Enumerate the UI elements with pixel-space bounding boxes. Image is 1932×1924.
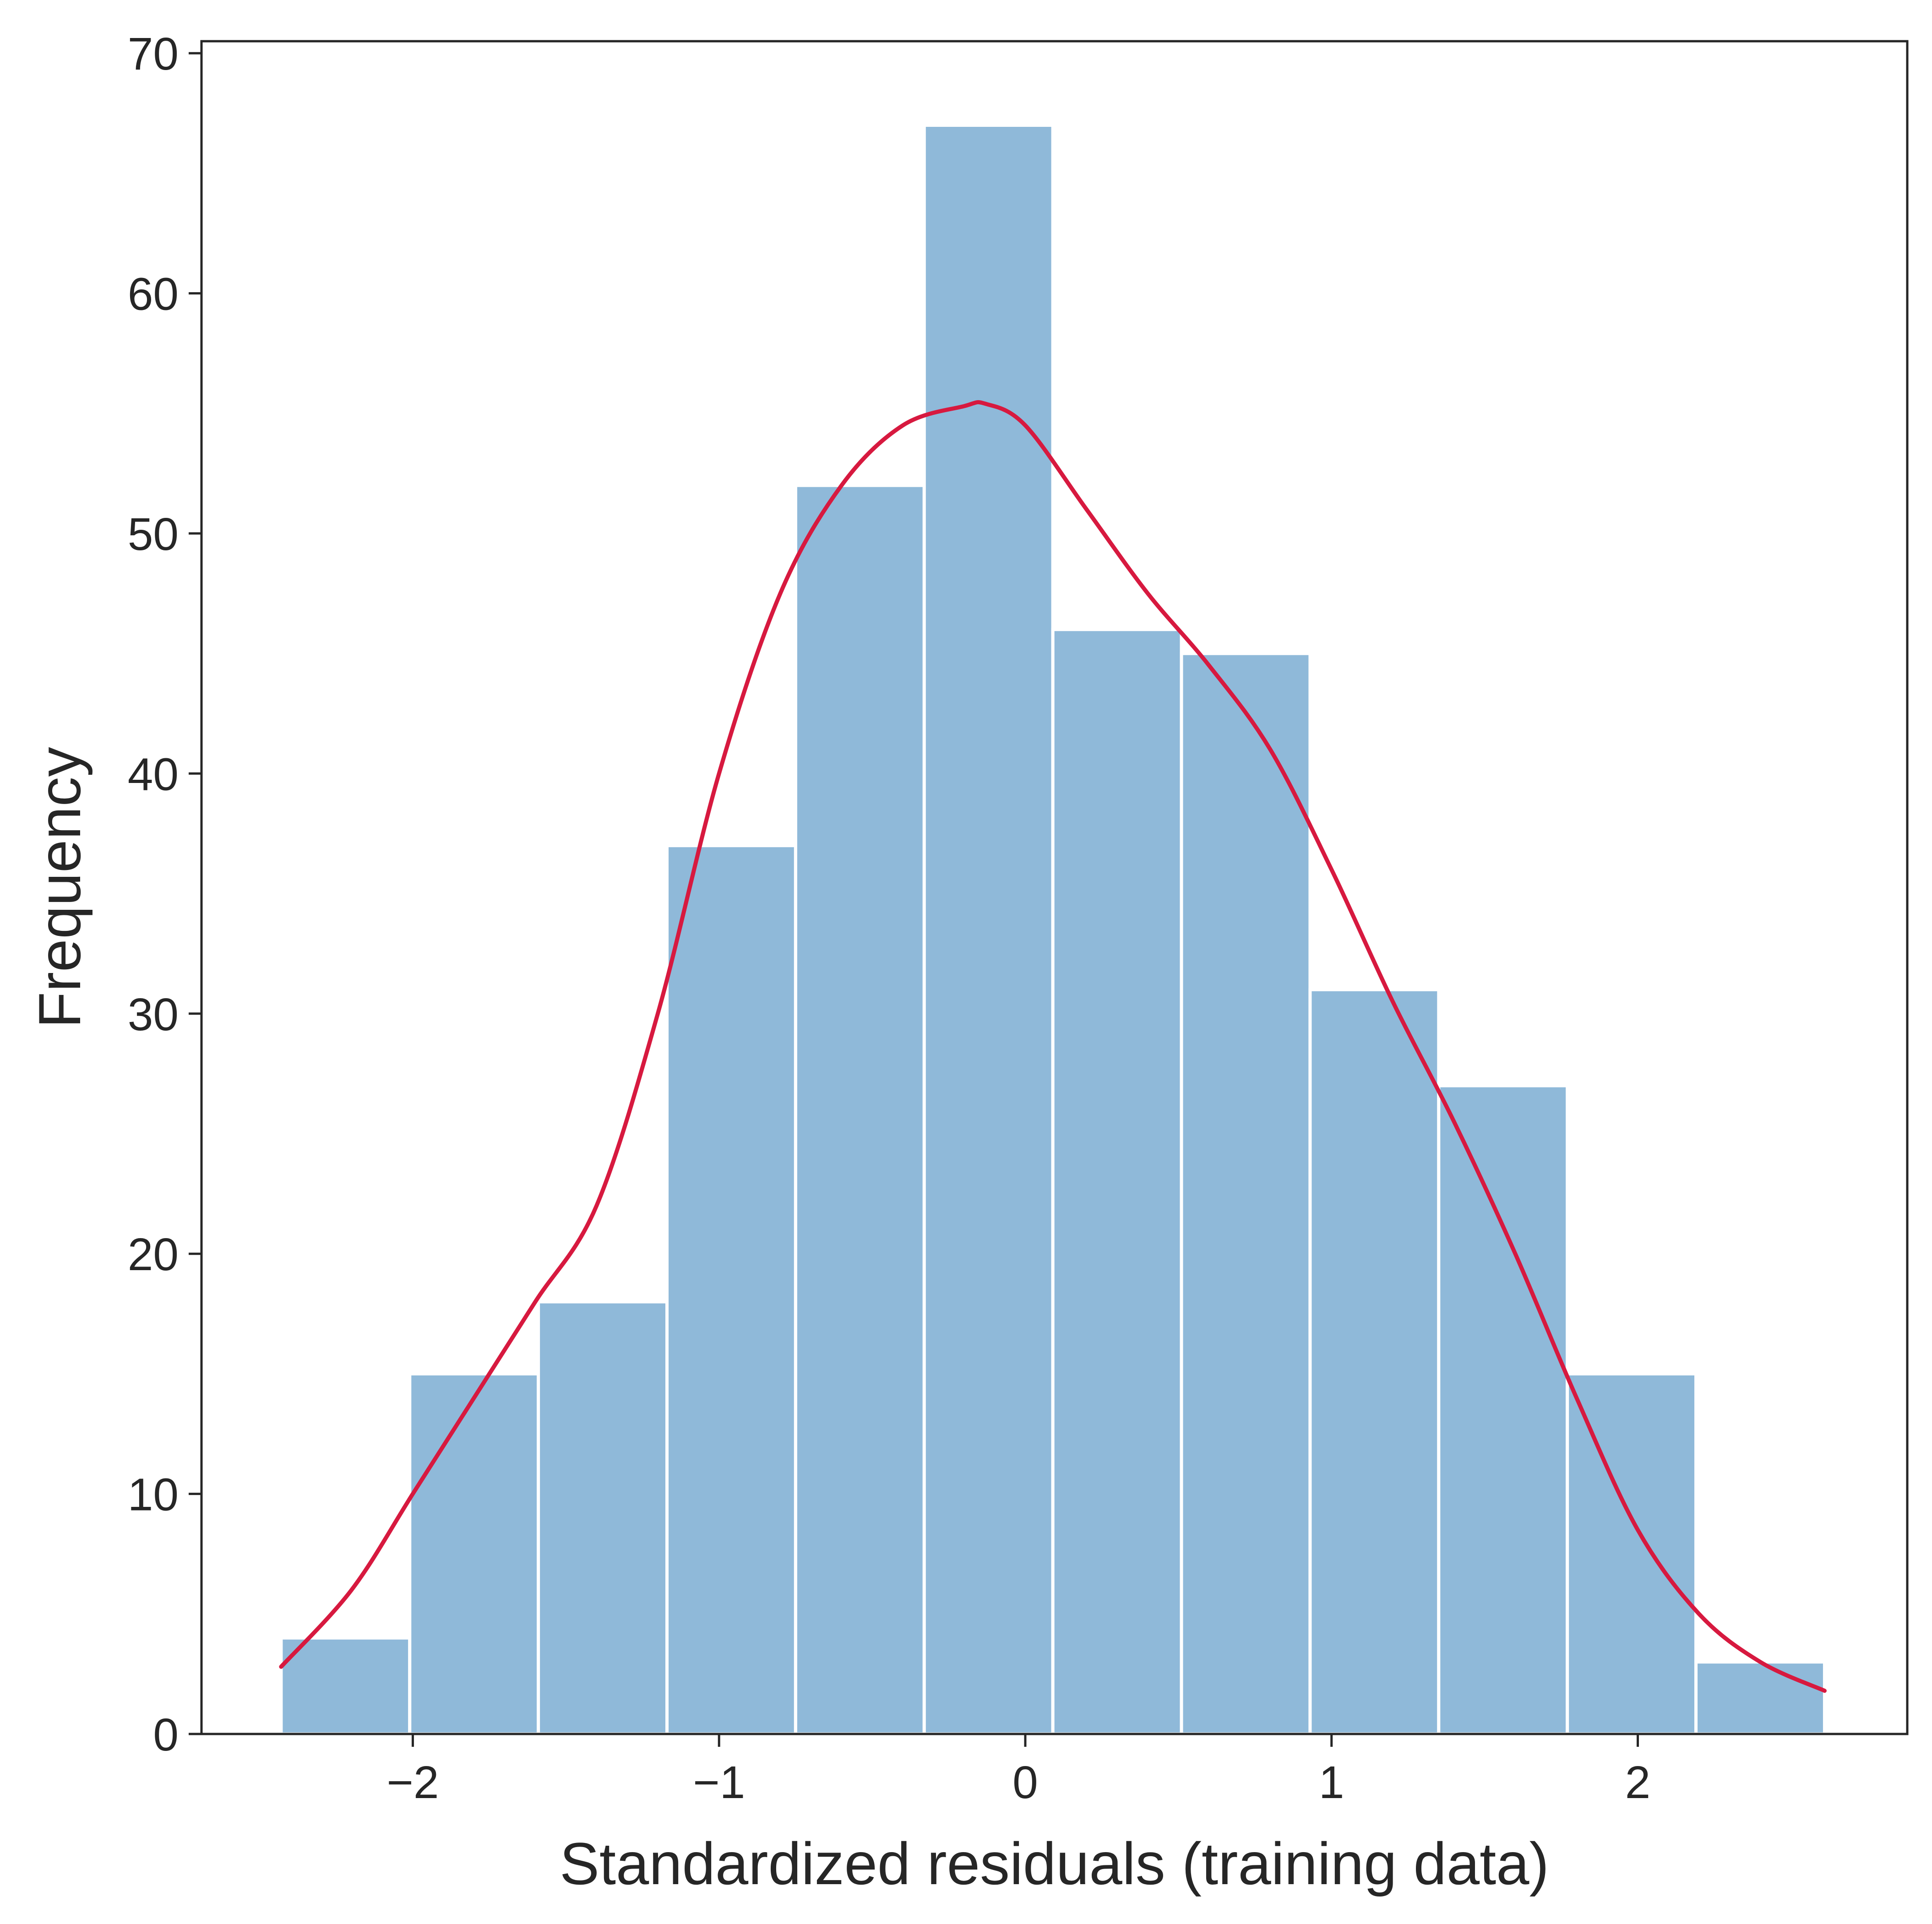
y-axis-label: Frequency [26,747,93,1028]
y-tick-label: 60 [128,269,179,320]
x-tick-label: −1 [693,1757,745,1808]
histogram-bar [408,1372,540,1736]
y-axis: 0 10 20 30 40 50 60 70 [128,28,201,1761]
x-axis: −2 −1 0 1 2 [386,1734,1650,1808]
histogram-bar [279,1636,412,1736]
y-tick-label: 30 [128,989,179,1040]
histogram-bar [665,844,797,1736]
histogram-bar [794,484,926,1736]
plot-frame [200,40,1909,1735]
histogram-bar [1566,1372,1698,1736]
histogram-bar [922,124,1055,1736]
kde-layer [279,400,1827,1693]
kde-curve [279,400,1827,1693]
y-tick-label: 70 [128,28,179,80]
x-tick-label: 0 [1012,1757,1038,1808]
x-tick-label: 1 [1319,1757,1344,1808]
histogram-bar [537,1300,669,1736]
histogram-bar [1694,1660,1826,1736]
bars-layer [279,124,1826,1736]
x-axis-label: Standardized residuals (training data) [560,1830,1549,1897]
y-tick-label: 0 [153,1709,179,1761]
y-tick-label: 50 [128,509,179,560]
histogram-bar [1051,628,1183,1736]
x-tick-label: 2 [1625,1757,1651,1808]
histogram-bar [1308,988,1441,1736]
histogram-bar [1437,1084,1569,1736]
y-tick-label: 40 [128,749,179,800]
histogram-bar [1180,652,1312,1736]
x-tick-label: −2 [386,1757,439,1808]
y-tick-label: 20 [128,1229,179,1280]
y-tick-label: 10 [128,1469,179,1521]
